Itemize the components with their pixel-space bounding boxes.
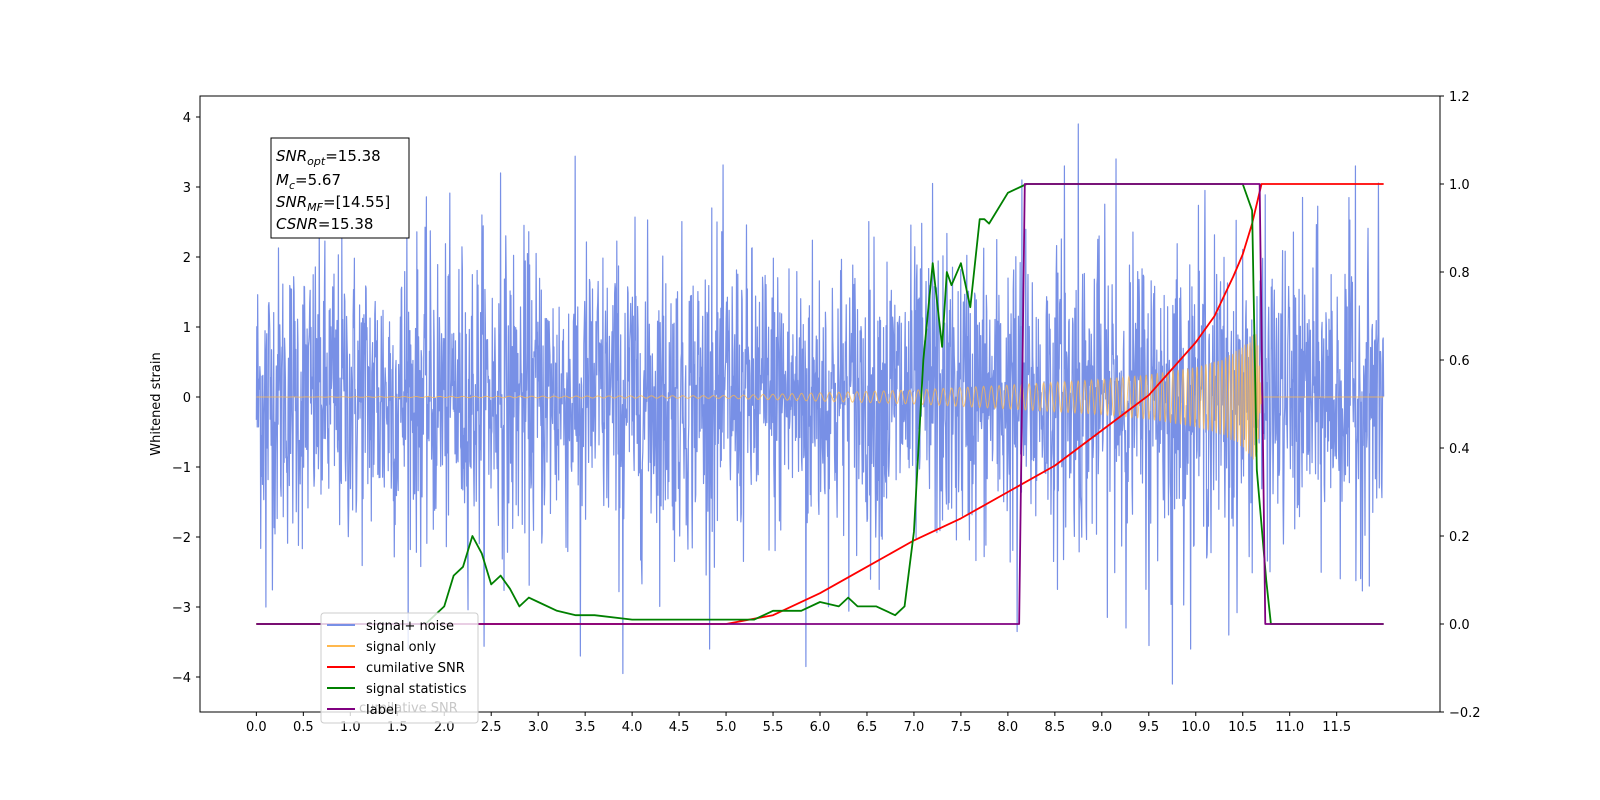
y-tick-label-8: −4 bbox=[172, 671, 191, 686]
x-tick-label-18: 9.0 bbox=[1091, 720, 1112, 735]
legend-label-signal-noise: signal+ noise bbox=[366, 619, 454, 634]
x-tick-label-4: 2.0 bbox=[434, 720, 455, 735]
legend-label-signal-only: signal only bbox=[366, 640, 436, 655]
x-tick-label-0: 0.0 bbox=[246, 720, 267, 735]
y-tick-label-6: −2 bbox=[172, 531, 191, 546]
legend: cumilative SNR signal+ noise signal only… bbox=[320, 612, 479, 724]
legend-label-signal-statistics: signal statistics bbox=[366, 682, 467, 697]
series-signal-only-line bbox=[256, 333, 1384, 460]
annotation-line-4: CSNR=15.38 bbox=[276, 215, 373, 233]
y2-tick-label-5: 0.2 bbox=[1449, 530, 1470, 545]
legend-overlap-text: cumilative SNR bbox=[359, 701, 458, 716]
x-tick-label-10: 5.0 bbox=[716, 720, 737, 735]
x-tick-label-14: 7.0 bbox=[904, 720, 925, 735]
y2-tick-label-0: 1.2 bbox=[1449, 90, 1470, 105]
y-tick-label-3: 1 bbox=[183, 321, 191, 336]
x-tick-label-21: 10.5 bbox=[1228, 720, 1257, 735]
x-tick-label-16: 8.0 bbox=[998, 720, 1019, 735]
y-tick-label-2: 2 bbox=[183, 251, 191, 266]
y-tick-label-5: −1 bbox=[172, 461, 191, 476]
annotation-line-1: SNRopt=15.38 bbox=[276, 147, 381, 168]
x-tick-label-6: 3.0 bbox=[528, 720, 549, 735]
y-tick-label-4: 0 bbox=[183, 391, 191, 406]
series-label-line bbox=[256, 183, 1384, 625]
y2-tick-label-1: 1.0 bbox=[1449, 178, 1470, 193]
annotation-line-3: SNRMF=[14.55] bbox=[276, 193, 390, 214]
x-tick-label-17: 8.5 bbox=[1045, 720, 1066, 735]
annotation-box: SNRopt=15.38 Mc=5.67 SNRMF=[14.55] CSNR=… bbox=[270, 137, 410, 239]
y2-tick-label-3: 0.6 bbox=[1449, 354, 1470, 369]
y2-tick-label-7: −0.2 bbox=[1449, 706, 1481, 721]
x-tick-label-1: 0.5 bbox=[293, 720, 314, 735]
legend-frame bbox=[320, 612, 479, 724]
y2-tick-label-2: 0.8 bbox=[1449, 266, 1470, 281]
series-layer bbox=[255, 123, 1385, 685]
x-axis: 0.0 0.5 1.0 1.5 2.0 2.5 3.0 3.5 4.0 4.5 5.0 5.5 6.0 6… bbox=[246, 712, 1351, 735]
x-tick-label-9: 4.5 bbox=[669, 720, 690, 735]
x-tick-label-12: 6.0 bbox=[810, 720, 831, 735]
y2-tick-label-6: 0.0 bbox=[1449, 618, 1470, 633]
x-tick-label-19: 9.5 bbox=[1138, 720, 1159, 735]
annotation-frame bbox=[270, 137, 410, 239]
legend-label-cumulative-snr: cumilative SNR bbox=[366, 661, 465, 676]
y-tick-label-7: −3 bbox=[172, 601, 191, 616]
y-tick-label-1: 3 bbox=[183, 181, 191, 196]
legend-label-label: label bbox=[366, 703, 397, 718]
x-tick-label-5: 2.5 bbox=[481, 720, 502, 735]
y-axis-label: Whitened strain bbox=[149, 352, 164, 455]
y2-tick-label-4: 0.4 bbox=[1449, 442, 1470, 457]
x-tick-label-7: 3.5 bbox=[575, 720, 596, 735]
y-tick-label-0: 4 bbox=[183, 111, 191, 126]
x-tick-label-8: 4.0 bbox=[622, 720, 643, 735]
x-tick-label-11: 5.5 bbox=[763, 720, 784, 735]
y-axis: 4 3 2 1 0 −1 −2 −3 −4 bbox=[172, 111, 200, 686]
annotation-line-2: Mc=5.67 bbox=[276, 171, 341, 192]
x-tick-label-20: 10.0 bbox=[1181, 720, 1210, 735]
x-tick-label-3: 1.5 bbox=[387, 720, 408, 735]
x-tick-label-23: 11.5 bbox=[1322, 720, 1351, 735]
x-tick-label-15: 7.5 bbox=[951, 720, 972, 735]
x-tick-label-13: 6.5 bbox=[857, 720, 878, 735]
x-tick-label-2: 1.0 bbox=[340, 720, 361, 735]
x-tick-label-22: 11.0 bbox=[1275, 720, 1304, 735]
y2-axis-right: 1.2 1.0 0.8 0.6 0.4 0.2 0.0 −0.2 bbox=[1440, 90, 1481, 721]
